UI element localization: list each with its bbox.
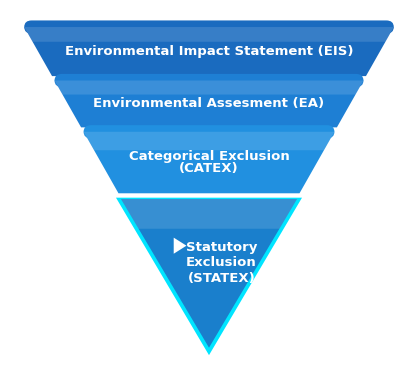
Polygon shape: [174, 238, 186, 254]
Polygon shape: [116, 198, 302, 355]
Polygon shape: [24, 27, 394, 76]
Polygon shape: [24, 27, 394, 42]
FancyBboxPatch shape: [24, 20, 394, 34]
FancyBboxPatch shape: [54, 74, 364, 87]
Text: Exclusion: Exclusion: [186, 256, 257, 269]
Polygon shape: [121, 199, 297, 348]
Polygon shape: [84, 132, 334, 150]
Text: (STATEX): (STATEX): [188, 272, 255, 285]
Text: Environmental Impact Statement (EIS): Environmental Impact Statement (EIS): [65, 45, 353, 58]
Polygon shape: [54, 80, 364, 127]
Text: Categorical Exclusion: Categorical Exclusion: [129, 149, 289, 163]
Polygon shape: [121, 199, 297, 229]
FancyBboxPatch shape: [84, 125, 334, 138]
Text: Environmental Assesment (EA): Environmental Assesment (EA): [94, 97, 324, 110]
Text: (CATEX): (CATEX): [179, 162, 239, 175]
Polygon shape: [84, 132, 334, 193]
Text: Statutory: Statutory: [186, 241, 257, 254]
Polygon shape: [54, 80, 364, 94]
